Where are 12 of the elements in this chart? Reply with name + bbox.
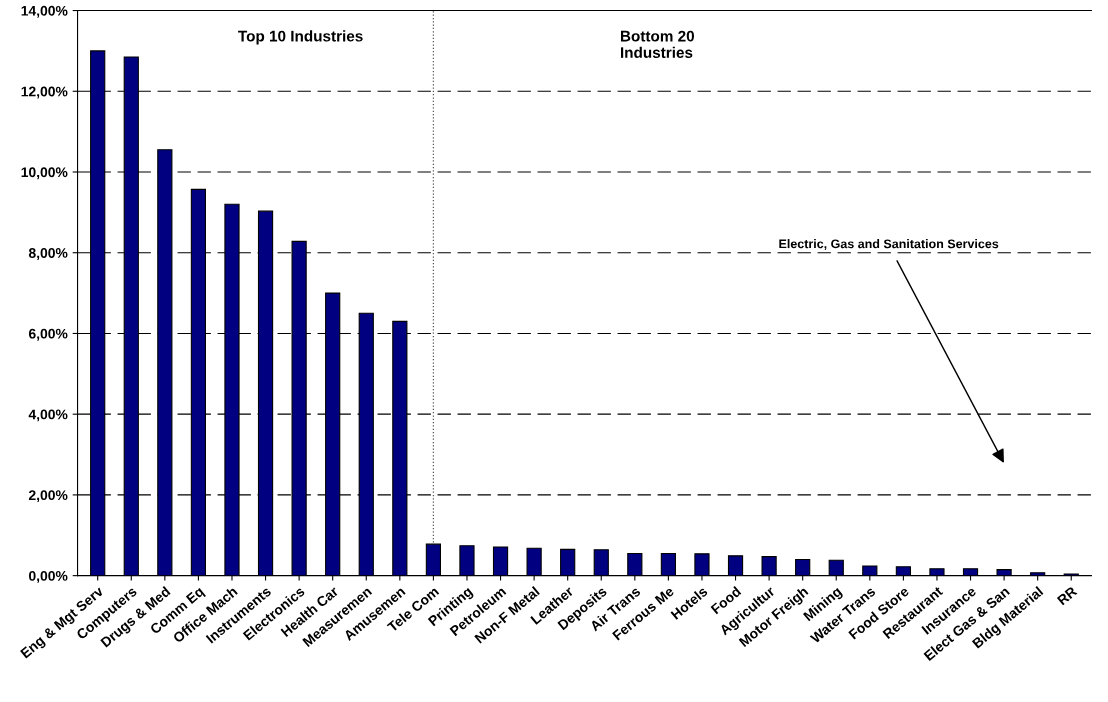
y-tick-label: 12,00%: [21, 86, 68, 99]
y-tick-label: 2,00%: [28, 490, 68, 503]
y-tick-label: 0,00%: [29, 570, 68, 583]
y-tick-label: 8,00%: [28, 248, 68, 260]
y-tick-label: 6,00%: [28, 328, 68, 341]
y-tick-label: 10,00%: [21, 167, 68, 180]
annotation: Top 10 Industries: [238, 30, 363, 45]
annotation: Bottom 20 Industries: [620, 30, 695, 58]
x-tick-label: RR: [1056, 585, 1078, 606]
annotation: Electric, Gas and Sanitation Services: [779, 239, 999, 251]
y-tick-label: 14,00%: [21, 5, 68, 18]
y-tick-label: 4,00%: [28, 409, 68, 422]
